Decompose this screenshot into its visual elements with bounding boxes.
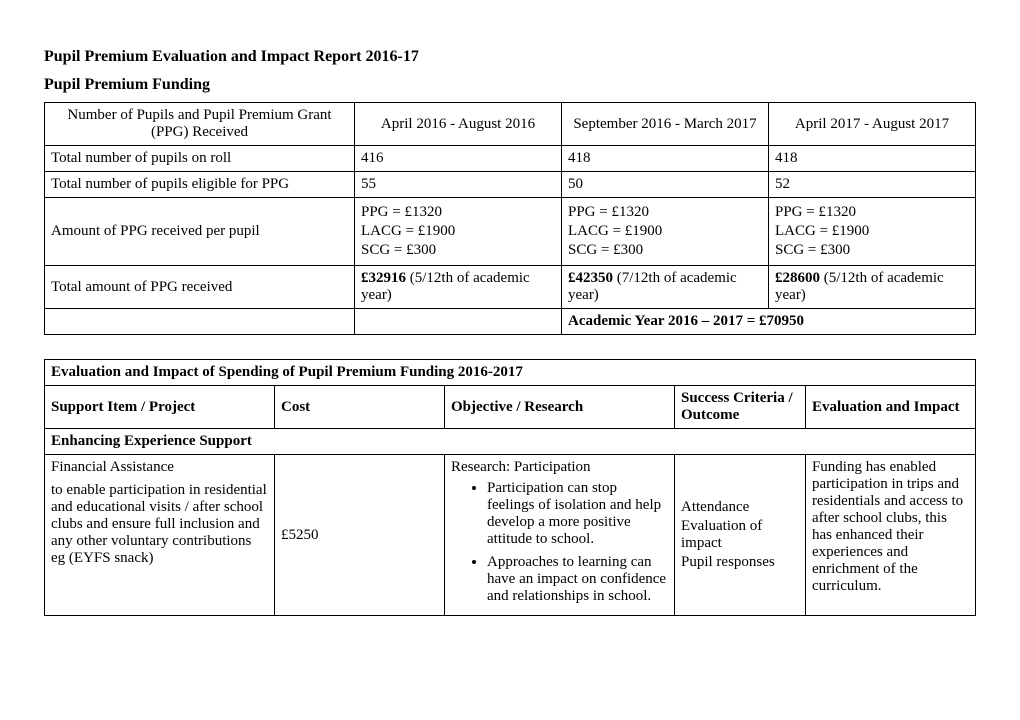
summary-cell: Academic Year 2016 – 2017 = £70950 — [562, 309, 976, 335]
cell: 418 — [769, 146, 976, 172]
cell: PPG = £1320 LACG = £1900 SCG = £300 — [769, 198, 976, 266]
line: LACG = £1900 — [361, 223, 555, 240]
header-cell: Number of Pupils and Pupil Premium Grant… — [45, 103, 355, 146]
page-title: Pupil Premium Evaluation and Impact Repo… — [44, 48, 976, 66]
table-row: Financial Assistance to enable participa… — [45, 455, 976, 616]
table-row: Support Item / Project Cost Objective / … — [45, 386, 976, 429]
line: Attendance — [681, 499, 799, 516]
list-item: Participation can stop feelings of isola… — [487, 480, 668, 548]
table-row: Amount of PPG received per pupil PPG = £… — [45, 198, 976, 266]
objective-cell: Research: Participation Participation ca… — [445, 455, 675, 616]
impact-cell: Funding has enabled participation in tri… — [805, 455, 975, 616]
table-row: Academic Year 2016 – 2017 = £70950 — [45, 309, 976, 335]
header-cell: Objective / Research — [445, 386, 675, 429]
cell: 50 — [562, 172, 769, 198]
item-title: Financial Assistance — [51, 459, 268, 476]
amount: £28600 — [775, 270, 820, 286]
line: LACG = £1900 — [775, 223, 969, 240]
cell: £28600 (5/12th of academic year) — [769, 266, 976, 309]
page-subtitle: Pupil Premium Funding — [44, 76, 976, 94]
cell: £42350 (7/12th of academic year) — [562, 266, 769, 309]
line: LACG = £1900 — [568, 223, 762, 240]
line: PPG = £1320 — [361, 204, 555, 221]
table-title: Evaluation and Impact of Spending of Pup… — [45, 360, 976, 386]
line: SCG = £300 — [361, 242, 555, 259]
table-row: Total number of pupils eligible for PPG … — [45, 172, 976, 198]
success-cell: Attendance Evaluation of impact Pupil re… — [675, 455, 806, 616]
line: Evaluation of impact — [681, 518, 799, 552]
header-cell: Cost — [275, 386, 445, 429]
research-list: Participation can stop feelings of isola… — [451, 480, 668, 605]
cell: PPG = £1320 LACG = £1900 SCG = £300 — [355, 198, 562, 266]
list-item: Approaches to learning can have an impac… — [487, 554, 668, 605]
item-desc: to enable participation in residential a… — [51, 482, 268, 567]
header-cell: September 2016 - March 2017 — [562, 103, 769, 146]
line: Pupil responses — [681, 554, 799, 571]
header-cell: April 2016 - August 2016 — [355, 103, 562, 146]
cell: 55 — [355, 172, 562, 198]
table-row: Evaluation and Impact of Spending of Pup… — [45, 360, 976, 386]
line: SCG = £300 — [568, 242, 762, 259]
header-cell: Success Criteria / Outcome — [675, 386, 806, 429]
line: SCG = £300 — [775, 242, 969, 259]
line: PPG = £1320 — [775, 204, 969, 221]
section-header: Enhancing Experience Support — [45, 429, 976, 455]
table-row: Total amount of PPG received £32916 (5/1… — [45, 266, 976, 309]
amount: £32916 — [361, 270, 406, 286]
empty-cell — [45, 309, 355, 335]
row-label: Total amount of PPG received — [45, 266, 355, 309]
table-row: Enhancing Experience Support — [45, 429, 976, 455]
research-intro: Research: Participation — [451, 459, 668, 476]
cell: 418 — [562, 146, 769, 172]
row-label: Total number of pupils eligible for PPG — [45, 172, 355, 198]
cell: 52 — [769, 172, 976, 198]
cell: 416 — [355, 146, 562, 172]
table-row: Number of Pupils and Pupil Premium Grant… — [45, 103, 976, 146]
header-cell: April 2017 - August 2017 — [769, 103, 976, 146]
empty-cell — [355, 309, 562, 335]
amount: £42350 — [568, 270, 613, 286]
cell: PPG = £1320 LACG = £1900 SCG = £300 — [562, 198, 769, 266]
line: PPG = £1320 — [568, 204, 762, 221]
cost-cell: £5250 — [275, 455, 445, 616]
header-cell: Evaluation and Impact — [805, 386, 975, 429]
table-row: Total number of pupils on roll 416 418 4… — [45, 146, 976, 172]
funding-table: Number of Pupils and Pupil Premium Grant… — [44, 102, 976, 335]
row-label: Amount of PPG received per pupil — [45, 198, 355, 266]
evaluation-table: Evaluation and Impact of Spending of Pup… — [44, 359, 976, 616]
row-label: Total number of pupils on roll — [45, 146, 355, 172]
cell: £32916 (5/12th of academic year) — [355, 266, 562, 309]
header-cell: Support Item / Project — [45, 386, 275, 429]
support-item-cell: Financial Assistance to enable participa… — [45, 455, 275, 616]
